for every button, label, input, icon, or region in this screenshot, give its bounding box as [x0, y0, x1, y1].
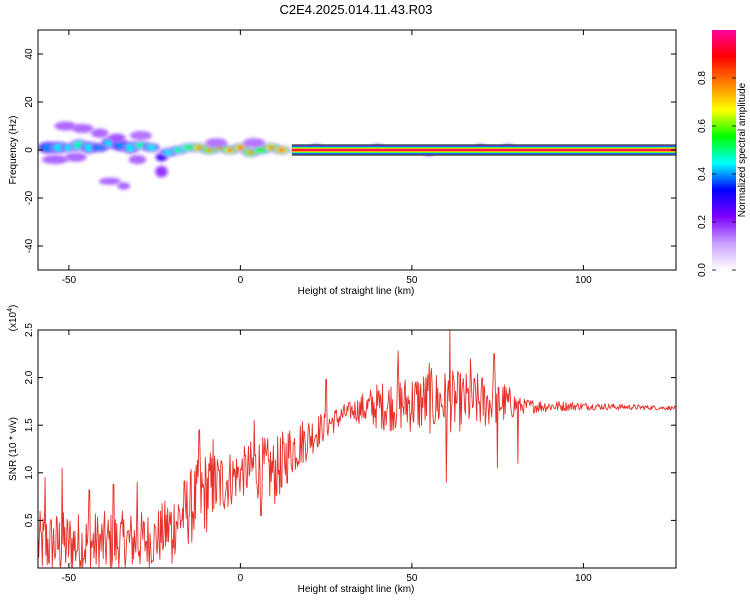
- colorbar-label: Normalized spectral amplitude: [737, 82, 748, 217]
- snr-y-multiplier-exp: 4: [7, 308, 14, 312]
- spectrogram-blob: [129, 130, 153, 141]
- snr-y-tick-label: 1.0: [24, 465, 35, 479]
- spectrogram-marks: [38, 121, 676, 190]
- colorbar-ticks: 0.0 0.2 0.4 0.6 0.8: [697, 71, 736, 277]
- spectrogram-blob: [71, 123, 94, 134]
- snr-y-multiplier-close: ): [8, 305, 19, 308]
- figure-title: C2E4.2025.014.11.43.R03: [280, 2, 433, 17]
- colorbar: 0.0 0.2 0.4 0.6 0.8 Normalized spectral ampl…: [697, 30, 748, 277]
- spectrogram-blob: [128, 154, 147, 165]
- spectrogram-y-tick-label: 0: [24, 147, 35, 153]
- snr-series-line: [38, 330, 676, 568]
- snr-panel: -50 0 50 100 0.5 1.0 1.5 2.0 2.5 Height of strai…: [7, 305, 677, 595]
- spectrogram-blob: [107, 133, 126, 143]
- snr-axes: -50 0 50 100 0.5 1.0 1.5 2.0 2.5: [24, 323, 676, 584]
- spectrogram-panel: -50 0 50 100 -40 -20 0 20 40 Height of straight …: [8, 29, 677, 297]
- svg-text:(x104): (x104): [7, 305, 19, 332]
- spectrogram-blob: [142, 142, 161, 153]
- spectrogram-band: [291, 144, 676, 156]
- colorbar-tick-label: 0.6: [697, 119, 708, 133]
- spectrogram-y-tick-label: 40: [24, 48, 35, 60]
- snr-plot-area: [38, 330, 676, 568]
- spectrogram-frame: [37, 29, 677, 271]
- spectrogram-x-tick-label: 0: [238, 275, 244, 286]
- spectrogram-blob: [205, 138, 228, 148]
- spectrogram-blob: [54, 121, 77, 131]
- colorbar-tick-label: 0.0: [697, 263, 708, 277]
- spectrogram-blob: [242, 138, 266, 148]
- spectrogram-blob: [64, 152, 87, 162]
- colorbar-tick-label: 0.8: [697, 71, 708, 85]
- spectrogram-blob: [272, 145, 291, 155]
- spectrogram-blob: [41, 154, 69, 165]
- spectrogram-y-tick-label: -20: [24, 190, 35, 205]
- snr-y-multiplier-base: (x10: [8, 311, 19, 331]
- snr-x-tick-label: 100: [575, 573, 592, 584]
- snr-frame: [37, 329, 677, 569]
- spectrogram-x-tick-label: 50: [406, 275, 418, 286]
- colorbar-bar: [712, 30, 736, 270]
- spectrogram-blob: [90, 128, 109, 138]
- spectrogram-x-tick-label: 100: [575, 275, 592, 286]
- spectrogram-y-tick-label: 20: [24, 96, 35, 108]
- snr-y-tick-label: 2.0: [24, 370, 35, 384]
- spectrogram-y-label: Frequency (Hz): [8, 116, 19, 185]
- snr-x-label: Height of straight line (km): [298, 584, 415, 595]
- spectrogram-blob: [98, 177, 122, 185]
- snr-y-tick-label: 1.5: [24, 418, 35, 432]
- colorbar-tick-label: 0.4: [697, 167, 708, 181]
- snr-y-tick-label: 2.5: [24, 323, 35, 337]
- snr-y-label: SNR (10 * v/v): [8, 417, 19, 481]
- colorbar-tick-label: 0.2: [697, 215, 708, 229]
- spectrogram-axes: -50 0 50 100 -40 -20 0 20 40: [24, 30, 676, 286]
- spectrogram-blob: [154, 165, 169, 178]
- snr-y-multiplier: (x104): [7, 305, 19, 332]
- snr-x-tick-label: 50: [406, 573, 418, 584]
- snr-x-tick-label: 0: [238, 573, 244, 584]
- spectrogram-blob: [117, 182, 131, 190]
- spectrogram-y-tick-label: -40: [24, 238, 35, 253]
- spectrogram-x-label: Height of straight line (km): [298, 286, 415, 297]
- spectrogram-x-tick-label: -50: [62, 275, 77, 286]
- snr-x-tick-label: -50: [62, 573, 77, 584]
- snr-y-tick-label: 0.5: [24, 513, 35, 527]
